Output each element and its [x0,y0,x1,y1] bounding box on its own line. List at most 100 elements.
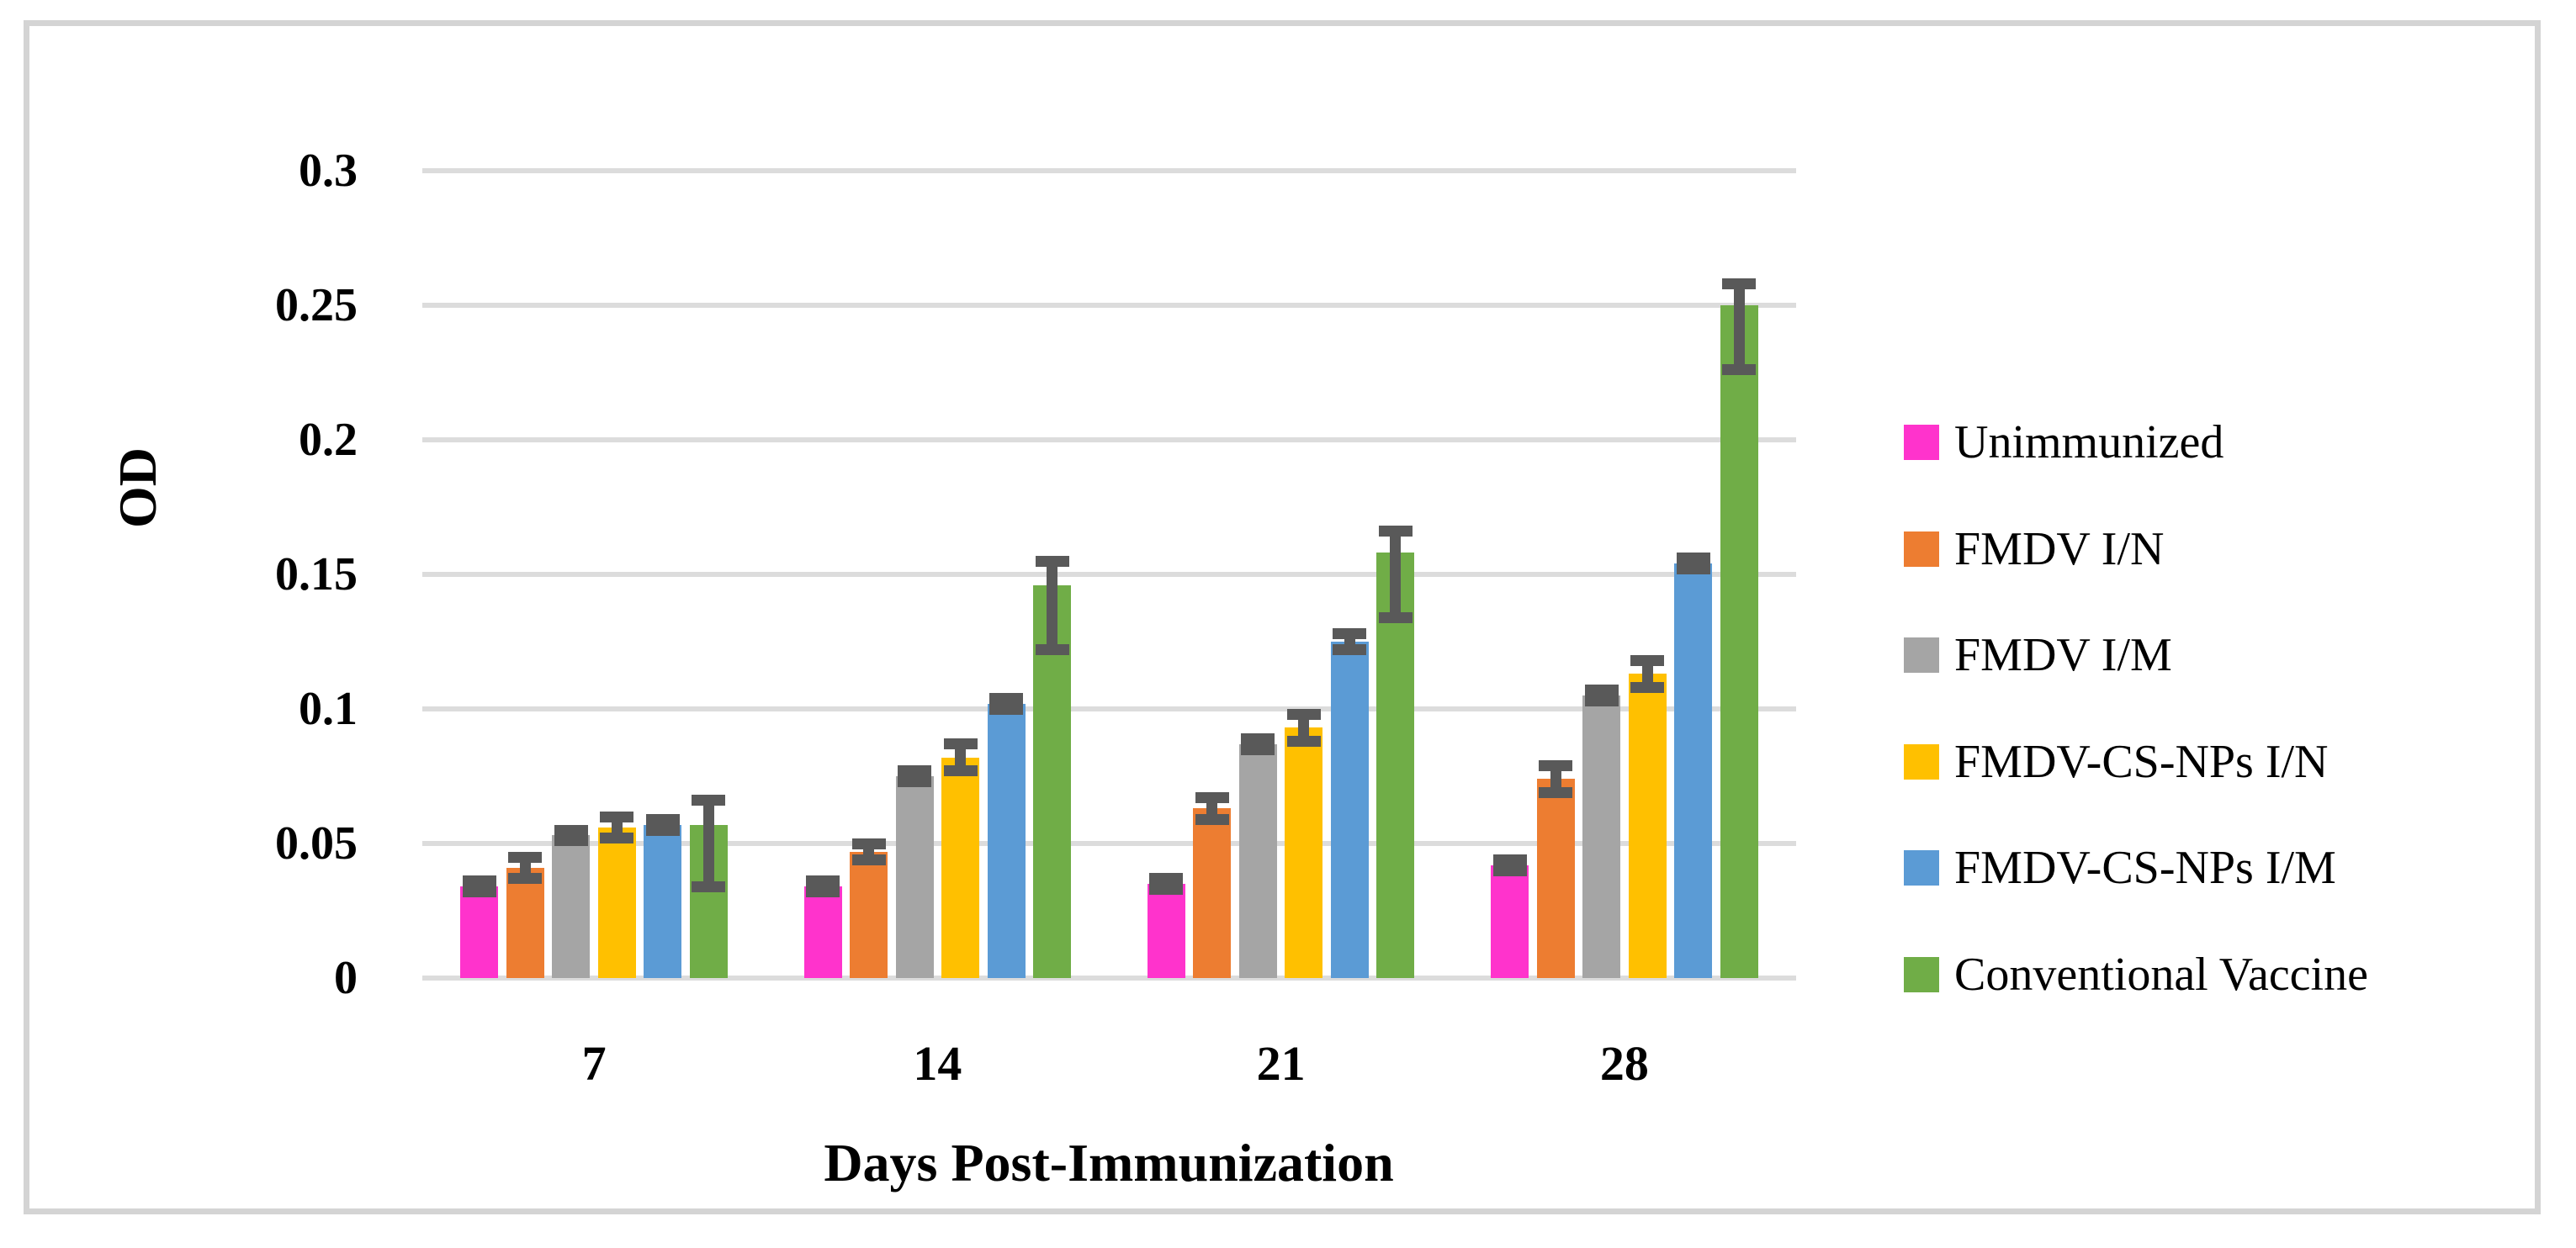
legend-label: FMDV-CS-NPs I/N [1954,735,2329,788]
error-bar-conventional-vaccine-day7-cap-bottom [692,880,726,892]
bar-fmdv-cs-nps-i-n-day28 [1628,674,1667,978]
legend-item-unimmunized: Unimmunized [1904,412,2224,473]
bar-fmdv-cs-nps-i-n-day21 [1285,727,1323,978]
x-tick-label: 21 [1256,1036,1306,1091]
gridline [422,303,1796,308]
error-bar-fmdv-cs-nps-i-n-day21 [1298,714,1310,742]
bar-fmdv-cs-nps-i-m-day21 [1330,642,1369,978]
legend-swatch-unimmunized [1904,425,1939,460]
error-bar-fmdv-i-m-day28-cap-bottom [1584,695,1619,706]
legend-label: Unimmunized [1954,416,2224,468]
error-bar-fmdv-i-n-day14-cap-bottom [851,854,886,865]
bar-fmdv-i-m-day28 [1582,695,1621,978]
error-bar-fmdv-cs-nps-i-n-day28-cap-bottom [1630,681,1665,693]
error-bar-conventional-vaccine-day21-cap-top [1378,526,1413,537]
x-tick-label: 7 [581,1036,607,1091]
gridline [422,437,1796,442]
y-tick-label: 0.2 [299,414,358,466]
error-bar-conventional-vaccine-day28-cap-top [1722,278,1757,289]
error-bar-conventional-vaccine-day28 [1733,283,1745,370]
legend-swatch-fmdv-cs-nps-i-m [1904,850,1939,886]
error-bar-fmdv-cs-nps-i-m-day28-cap-top [1676,553,1710,564]
error-bar-unimmunized-day7-cap-bottom [462,886,496,898]
y-tick-label: 0.25 [275,279,358,331]
x-tick-label: 28 [1599,1036,1649,1091]
error-bar-conventional-vaccine-day21 [1390,531,1402,618]
error-bar-fmdv-cs-nps-i-n-day14-cap-bottom [943,765,978,777]
error-bar-unimmunized-day21-cap-bottom [1149,883,1184,895]
error-bar-fmdv-i-n-day14-cap-top [851,838,886,849]
error-bar-fmdv-i-m-day21-cap-top [1241,732,1275,744]
error-bar-fmdv-cs-nps-i-n-day14-cap-top [943,738,978,750]
error-bar-fmdv-i-n-day21-cap-bottom [1195,813,1229,825]
bar-unimmunized-day21 [1147,884,1185,978]
error-bar-fmdv-i-n-day7-cap-bottom [508,873,543,885]
bar-unimmunized-day28 [1491,865,1529,978]
legend-item-fmdv-i-n: FMDV I/N [1904,519,2164,579]
error-bar-unimmunized-day14-cap-top [806,875,840,887]
legend-item-conventional-vaccine: Conventional Vaccine [1904,944,2368,1005]
error-bar-fmdv-cs-nps-i-m-day7-cap-bottom [645,824,680,836]
error-bar-conventional-vaccine-day14 [1047,561,1058,650]
error-bar-unimmunized-day28-cap-bottom [1492,865,1527,876]
y-tick-label: 0.15 [275,548,358,600]
bar-conventional-vaccine-day28 [1720,305,1758,978]
error-bar-fmdv-i-n-day28 [1550,765,1561,793]
error-bar-fmdv-i-m-day28-cap-top [1584,685,1619,696]
legend-label: Conventional Vaccine [1954,948,2368,1001]
legend-swatch-conventional-vaccine [1904,956,1939,992]
bar-unimmunized-day14 [803,886,842,978]
bar-fmdv-i-m-day21 [1238,743,1277,978]
error-bar-conventional-vaccine-day14-cap-bottom [1035,644,1069,656]
error-bar-unimmunized-day28-cap-top [1492,854,1527,865]
gridline [422,572,1796,577]
bar-fmdv-cs-nps-i-n-day14 [941,757,980,978]
bar-fmdv-i-n-day28 [1536,779,1575,978]
legend-swatch-fmdv-cs-nps-i-n [1904,743,1939,780]
bar-fmdv-cs-nps-i-n-day7 [597,827,636,978]
error-bar-fmdv-cs-nps-i-m-day28-cap-bottom [1676,563,1710,575]
bar-fmdv-i-m-day7 [552,835,591,978]
error-bar-fmdv-i-n-day28-cap-bottom [1539,786,1573,798]
error-bar-fmdv-cs-nps-i-m-day21-cap-bottom [1333,644,1367,656]
bar-fmdv-i-n-day21 [1193,808,1232,978]
error-bar-fmdv-cs-nps-i-n-day28-cap-top [1630,654,1665,666]
bar-unimmunized-day7 [460,886,499,978]
error-bar-fmdv-cs-nps-i-m-day14-cap-top [989,692,1024,704]
error-bar-conventional-vaccine-day7-cap-top [692,795,726,806]
error-bar-unimmunized-day21-cap-top [1149,873,1184,885]
error-bar-fmdv-cs-nps-i-m-day14-cap-bottom [989,703,1024,715]
y-tick-label: 0.3 [299,145,358,197]
error-bar-fmdv-i-m-day14-cap-bottom [898,775,932,787]
y-tick-label: 0 [334,952,358,1004]
error-bar-fmdv-i-n-day28-cap-top [1539,759,1573,771]
bar-fmdv-i-n-day7 [506,867,544,978]
error-bar-fmdv-cs-nps-i-n-day14 [955,743,967,771]
gridline [422,841,1796,846]
error-bar-fmdv-i-m-day7-cap-bottom [554,835,588,847]
legend-item-fmdv-cs-nps-i-n: FMDV-CS-NPs I/N [1904,732,2329,792]
error-bar-fmdv-cs-nps-i-n-day7-cap-bottom [600,833,634,844]
y-tick-label: 0.05 [275,817,358,870]
gridline [422,976,1796,981]
legend-label: FMDV I/M [1954,629,2172,681]
error-bar-fmdv-cs-nps-i-n-day21-cap-top [1286,708,1321,720]
bar-fmdv-i-n-day14 [850,851,888,978]
error-bar-fmdv-i-m-day21-cap-bottom [1241,743,1275,755]
error-bar-fmdv-cs-nps-i-n-day21-cap-bottom [1286,735,1321,747]
figure-border [24,20,2541,1214]
error-bar-fmdv-cs-nps-i-n-day28 [1641,660,1653,688]
error-bar-fmdv-i-n-day7-cap-top [508,851,543,863]
y-tick-label: 0.1 [299,683,358,735]
error-bar-conventional-vaccine-day28-cap-bottom [1722,364,1757,376]
legend-swatch-fmdv-i-m [1904,637,1939,673]
error-bar-conventional-vaccine-day7 [702,800,714,887]
gridline [422,706,1796,711]
error-bar-fmdv-cs-nps-i-m-day7-cap-top [645,813,680,825]
bar-fmdv-cs-nps-i-m-day14 [987,703,1026,978]
error-bar-fmdv-cs-nps-i-n-day7-cap-top [600,811,634,822]
error-bar-fmdv-i-m-day7-cap-top [554,824,588,836]
gridline [422,168,1796,173]
legend-item-fmdv-cs-nps-i-m: FMDV-CS-NPs I/M [1904,838,2336,898]
